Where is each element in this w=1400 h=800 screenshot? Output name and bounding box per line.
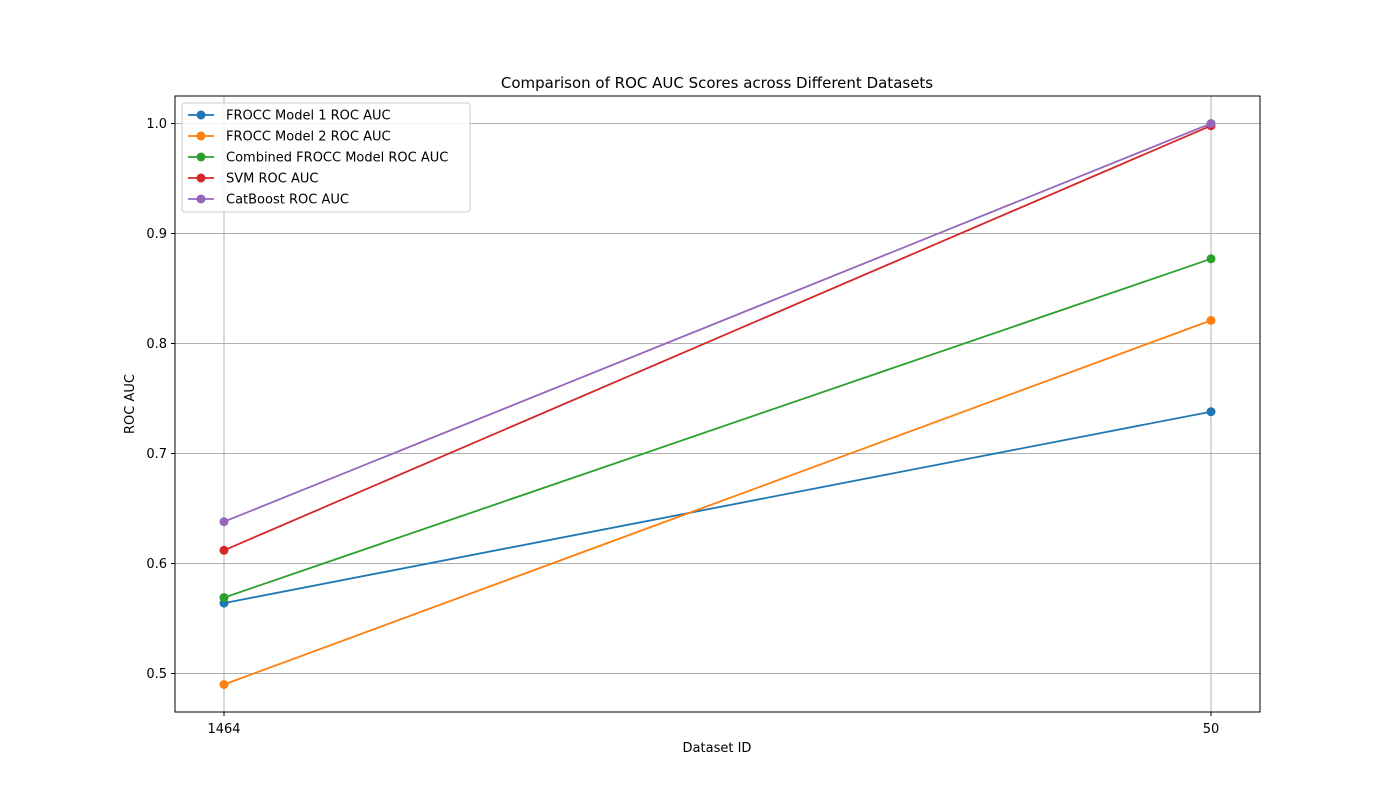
y-tick-label: 0.9 [146,227,167,242]
data-point [1206,119,1216,128]
y-tick-label: 0.5 [146,667,167,682]
x-tick-label: 1464 [207,722,240,737]
y-tick-label: 0.8 [146,337,167,352]
data-point [1206,407,1216,417]
y-axis-label: ROC AUC [123,374,138,434]
y-axis-ticks: 0.5 0.6 0.7 0.8 0.9 1.0 [146,117,175,682]
series-line [223,319,1212,686]
data-point [219,545,229,555]
chart-title: Comparison of ROC AUC Scores across Diff… [501,74,933,92]
series-layer [219,119,1216,689]
legend-label: Combined FROCC Model ROC AUC [226,151,448,166]
legend-item: FROCC Model 2 ROC AUC [188,130,391,145]
series-line [223,410,1212,604]
legend-label: CatBoost ROC AUC [226,193,349,208]
legend-marker [196,110,206,120]
y-tick-label: 1.0 [146,117,167,132]
series-2 [219,315,1216,689]
data-point [1206,315,1216,325]
legend-item: FROCC Model 1 ROC AUC [188,109,391,124]
legend-marker [196,152,206,162]
data-point [219,517,229,527]
data-point [219,680,229,689]
x-tick-label: 50 [1203,722,1220,737]
legend-marker [196,173,206,183]
legend-marker [196,194,206,204]
data-point [1206,254,1216,264]
data-point [219,593,229,603]
legend-label: FROCC Model 1 ROC AUC [226,109,391,124]
legend-label: SVM ROC AUC [226,172,318,187]
legend: FROCC Model 1 ROC AUC FROCC Model 2 ROC A… [181,102,471,213]
y-tick-label: 0.6 [146,557,167,572]
grid-layer [175,96,1260,712]
legend-item: SVM ROC AUC [188,172,318,187]
legend-item: Combined FROCC Model ROC AUC [188,151,448,166]
legend-label: FROCC Model 2 ROC AUC [226,130,391,145]
series-line [223,124,1212,552]
series-3 [219,254,1216,603]
legend-item: CatBoost ROC AUC [188,193,349,208]
plot-frame [174,95,1261,713]
series-line [223,122,1212,523]
x-axis-label: Dataset ID [683,741,752,756]
legend-box [181,102,471,213]
series-line [223,257,1212,599]
series-5 [219,119,1216,527]
legend-marker [196,131,206,141]
y-tick-label: 0.7 [146,447,167,462]
x-axis-ticks: 1464 50 [207,712,1219,737]
